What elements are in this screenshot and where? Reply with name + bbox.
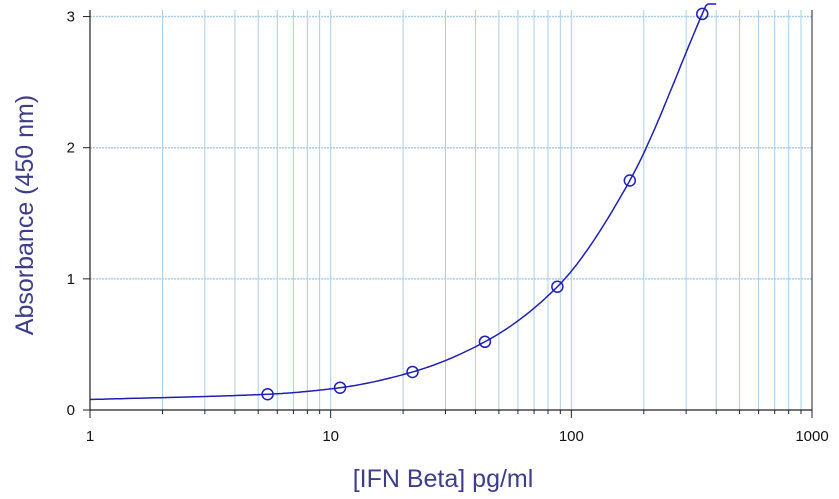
x-axis-label: [IFN Beta] pg/ml <box>353 465 534 493</box>
x-tick-label: 1000 <box>795 428 828 445</box>
y-axis-label: Absorbance (450 nm) <box>11 95 39 335</box>
grid-lines <box>90 10 812 410</box>
y-tick-label: 3 <box>67 9 75 26</box>
data-point <box>478 335 492 349</box>
fit-curve <box>89 3 717 401</box>
x-tick-labels: 1 10 100 1000 <box>86 428 829 445</box>
axes <box>83 10 813 418</box>
plot-background <box>90 10 812 410</box>
y-tick-labels: 0 1 2 3 <box>67 9 75 419</box>
data-point <box>261 388 274 401</box>
y-tick-label: 2 <box>67 140 75 157</box>
data-point <box>696 7 709 21</box>
fit-curve-layer <box>89 3 717 401</box>
y-tick-label: 0 <box>67 402 75 419</box>
data-point <box>406 365 419 379</box>
data-point <box>551 280 564 293</box>
data-point <box>333 381 347 394</box>
data-points-layer <box>261 7 709 401</box>
x-tick-label: 10 <box>322 428 339 445</box>
data-point <box>623 174 637 187</box>
x-tick-label: 1 <box>86 428 94 445</box>
x-tick-label: 100 <box>559 428 584 445</box>
y-tick-label: 1 <box>67 271 75 288</box>
